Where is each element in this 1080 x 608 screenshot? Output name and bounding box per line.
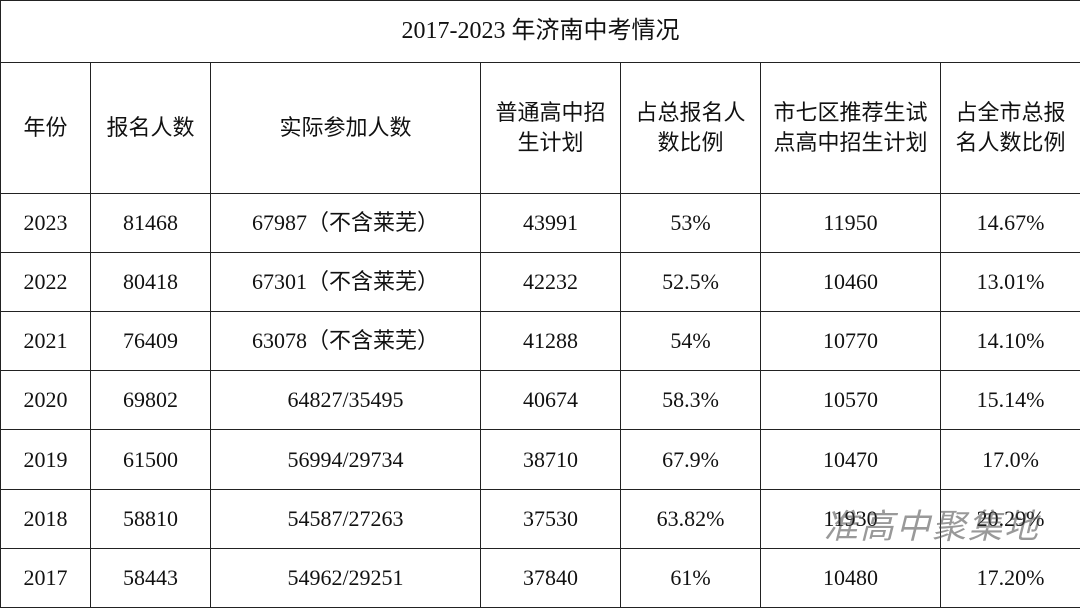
cell: 10460 [761,252,941,311]
cell: 53% [621,193,761,252]
cell: 20.29% [941,489,1080,548]
table-row: 2019 61500 56994/29734 38710 67.9% 10470… [1,430,1080,489]
cell: 61500 [91,430,211,489]
cell: 56994/29734 [211,430,481,489]
cell: 2023 [1,193,91,252]
cell: 14.10% [941,312,1080,371]
cell: 10480 [761,548,941,607]
title-row: 2017-2023 年济南中考情况 [1,1,1080,63]
col-year: 年份 [1,63,91,193]
cell: 2022 [1,252,91,311]
cell: 2021 [1,312,91,371]
cell: 54% [621,312,761,371]
cell: 63.82% [621,489,761,548]
cell: 54962/29251 [211,548,481,607]
cell: 2018 [1,489,91,548]
cell: 80418 [91,252,211,311]
table-row: 2022 80418 67301（不含莱芜） 42232 52.5% 10460… [1,252,1080,311]
cell: 14.67% [941,193,1080,252]
exam-stats-table: 2017-2023 年济南中考情况 年份 报名人数 实际参加人数 普通高中招生计… [0,0,1080,608]
cell: 11930 [761,489,941,548]
table-title: 2017-2023 年济南中考情况 [1,1,1080,63]
cell: 64827/35495 [211,371,481,430]
cell: 58443 [91,548,211,607]
col-registered: 报名人数 [91,63,211,193]
cell: 38710 [481,430,621,489]
cell: 41288 [481,312,621,371]
cell: 43991 [481,193,621,252]
cell: 67.9% [621,430,761,489]
cell: 58810 [91,489,211,548]
cell: 40674 [481,371,621,430]
cell: 11950 [761,193,941,252]
cell: 42232 [481,252,621,311]
cell: 13.01% [941,252,1080,311]
cell: 67301（不含莱芜） [211,252,481,311]
table-row: 2023 81468 67987（不含莱芜） 43991 53% 11950 1… [1,193,1080,252]
table-row: 2021 76409 63078（不含莱芜） 41288 54% 10770 1… [1,312,1080,371]
cell: 69802 [91,371,211,430]
cell: 2020 [1,371,91,430]
cell: 81468 [91,193,211,252]
cell: 37840 [481,548,621,607]
cell: 17.20% [941,548,1080,607]
cell: 63078（不含莱芜） [211,312,481,371]
header-row: 年份 报名人数 实际参加人数 普通高中招生计划 占总报名人数比例 市七区推荐生试… [1,63,1080,193]
cell: 10470 [761,430,941,489]
cell: 52.5% [621,252,761,311]
cell: 15.14% [941,371,1080,430]
table-row: 2017 58443 54962/29251 37840 61% 10480 1… [1,548,1080,607]
col-actual: 实际参加人数 [211,63,481,193]
table-row: 2020 69802 64827/35495 40674 58.3% 10570… [1,371,1080,430]
cell: 61% [621,548,761,607]
cell: 2017 [1,548,91,607]
col-plan: 普通高中招生计划 [481,63,621,193]
col-rec-plan: 市七区推荐生试点高中招生计划 [761,63,941,193]
cell: 10570 [761,371,941,430]
cell: 2019 [1,430,91,489]
cell: 67987（不含莱芜） [211,193,481,252]
cell: 37530 [481,489,621,548]
cell: 54587/27263 [211,489,481,548]
cell: 10770 [761,312,941,371]
table-container: 2017-2023 年济南中考情况 年份 报名人数 实际参加人数 普通高中招生计… [0,0,1080,608]
cell: 58.3% [621,371,761,430]
col-ratio-city: 占全市总报名人数比例 [941,63,1080,193]
table-row: 2018 58810 54587/27263 37530 63.82% 1193… [1,489,1080,548]
cell: 76409 [91,312,211,371]
cell: 17.0% [941,430,1080,489]
col-ratio-total: 占总报名人数比例 [621,63,761,193]
